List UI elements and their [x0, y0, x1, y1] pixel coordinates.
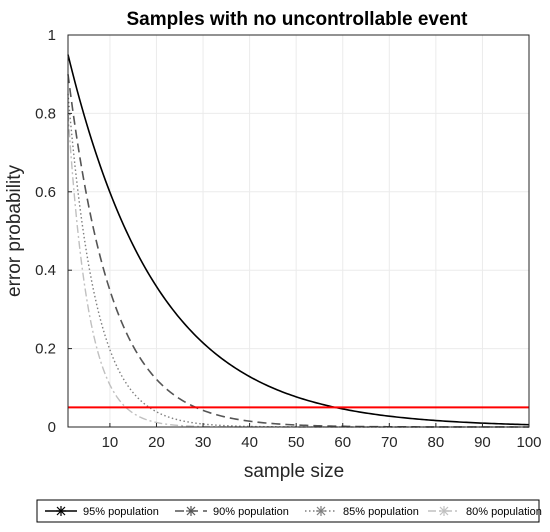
legend: 95% population 90% population 85% populati…: [36, 499, 542, 523]
x-tick-label-6: 70: [381, 434, 398, 451]
series-line-95-population: [67, 54, 530, 426]
y-tick-label-1: 0.2: [35, 341, 56, 358]
x-tick-label-4: 50: [288, 434, 305, 451]
x-tick-label-5: 60: [334, 434, 351, 451]
y-tick-label-2: 0.4: [35, 262, 56, 279]
x-tick-label-2: 30: [195, 434, 212, 451]
legend-marker-0: [56, 506, 66, 516]
x-axis-label: sample size: [244, 461, 344, 482]
y-tick-label-0: 0: [48, 419, 56, 436]
legend-item-3: 80% population: [428, 506, 542, 518]
series-line-90-population: [67, 74, 529, 428]
y-axis-label: error probability: [4, 165, 25, 297]
y-ticks: 0 0.2 0.4 0.6 0.8 1: [35, 27, 72, 436]
series-line-85-population: [67, 93, 529, 428]
series-layer: [67, 54, 530, 428]
legend-marker-2: [316, 506, 326, 516]
x-tick-label-9: 100: [516, 434, 541, 451]
y-tick-label-3: 0.6: [35, 184, 56, 201]
legend-label-0: 95% population: [83, 506, 159, 518]
y-tick-label-4: 0.8: [35, 105, 56, 122]
chart-title: Samples with no uncontrollable event: [127, 9, 469, 30]
plot-frame: [67, 34, 530, 428]
x-tick-label-7: 80: [428, 434, 445, 451]
legend-marker-1: [186, 506, 196, 516]
x-tick-label-8: 90: [474, 434, 491, 451]
x-tick-label-3: 40: [241, 434, 258, 451]
legend-item-1: 90% population: [175, 506, 289, 518]
legend-label-3: 80% population: [466, 506, 542, 518]
y-tick-label-5: 1: [48, 27, 56, 44]
x-tick-label-0: 10: [102, 434, 119, 451]
legend-label-2: 85% population: [343, 506, 419, 518]
x-tick-label-1: 20: [148, 434, 165, 451]
x-ticks: 10 20 30 40 50 60 70 80 90 100: [102, 423, 542, 451]
legend-label-1: 90% population: [213, 506, 289, 518]
legend-box: [36, 499, 540, 523]
legend-item-0: 95% population: [45, 506, 159, 518]
grid: [68, 34, 530, 428]
legend-marker-3: [439, 506, 449, 516]
legend-item-2: 85% population: [305, 506, 419, 518]
